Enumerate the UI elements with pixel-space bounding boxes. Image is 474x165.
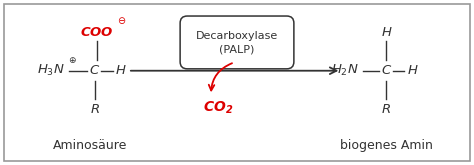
FancyArrowPatch shape [131, 67, 337, 74]
FancyBboxPatch shape [180, 16, 294, 69]
FancyBboxPatch shape [4, 4, 470, 161]
Text: $C$: $C$ [89, 64, 100, 77]
Text: $H$: $H$ [381, 26, 392, 39]
Text: ⊕: ⊕ [68, 56, 76, 65]
Text: $\bfit{COO}$: $\bfit{COO}$ [80, 26, 114, 39]
Text: Decarboxylase: Decarboxylase [196, 31, 278, 41]
Text: $R$: $R$ [382, 103, 391, 116]
Text: $\bfit{CO_2}$: $\bfit{CO_2}$ [203, 99, 233, 116]
Text: $C$: $C$ [381, 64, 392, 77]
Text: $H_2N$: $H_2N$ [331, 63, 358, 78]
Text: $H_3N$: $H_3N$ [37, 63, 65, 78]
Text: (PALP): (PALP) [219, 45, 255, 54]
Text: biogenes Amin: biogenes Amin [340, 139, 433, 152]
Text: $H$: $H$ [115, 64, 127, 77]
Text: Aminosäure: Aminosäure [53, 139, 127, 152]
Text: $R$: $R$ [90, 103, 100, 116]
Text: ⊖: ⊖ [117, 16, 125, 26]
Text: $H$: $H$ [407, 64, 418, 77]
